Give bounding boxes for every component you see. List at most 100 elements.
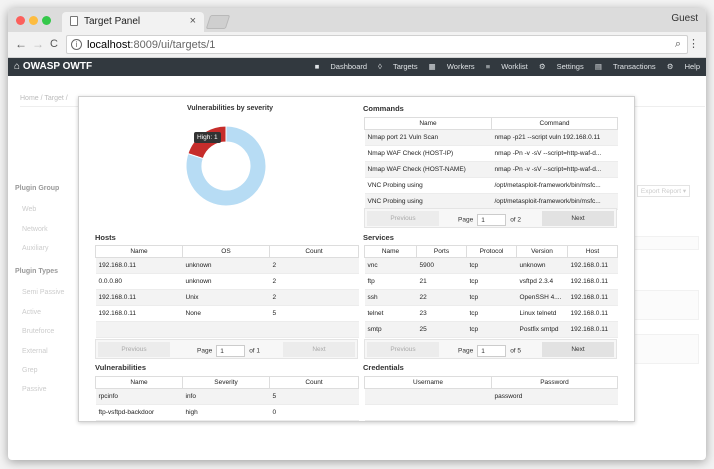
column-header[interactable]: Name — [364, 117, 492, 130]
zoom-window-button[interactable] — [42, 16, 51, 25]
page-input[interactable]: 1 — [477, 214, 507, 226]
table-row[interactable]: ftp 21 tcp vsftpd 2.3.4 192.168.0.11 — [364, 273, 618, 290]
commands-pager: Previous Page 1 of 2 Next — [364, 208, 617, 228]
column-header[interactable]: Protocol — [466, 245, 517, 258]
column-header[interactable]: Count — [269, 245, 359, 258]
plugin-type-active[interactable]: Active — [22, 309, 42, 316]
next-button[interactable]: Next — [283, 342, 355, 357]
previous-button[interactable]: Previous — [367, 342, 439, 357]
column-header[interactable]: Ports — [416, 245, 467, 258]
nav-transactions[interactable]: ▤ Transactions — [594, 62, 656, 71]
credentials-heading: Credentials — [363, 363, 404, 372]
table-row[interactable]: telnet 23 tcp Linux telnetd 192.168.0.11 — [364, 305, 618, 322]
chart-title: Vulnerabilities by severity — [186, 105, 274, 112]
table-row[interactable]: 192.168.0.11 None 5 — [95, 305, 359, 322]
previous-button[interactable]: Previous — [98, 342, 170, 357]
background-panel — [628, 290, 699, 320]
hosts-table: Name OS Count 192.168.0.11 unknown 2 0.0.0… — [95, 245, 359, 338]
table-row[interactable]: Nmap port 21 Vuln Scan nmap -p21 --script… — [364, 129, 618, 146]
nav-targets[interactable]: ◊ Targets — [378, 62, 418, 71]
back-arrow-icon[interactable]: ← — [15, 37, 27, 51]
app-brand[interactable]: ⌂ OWASP OWTF — [14, 61, 93, 72]
background-panel — [628, 334, 699, 364]
export-report-button[interactable]: Export Report ▾ — [637, 185, 690, 197]
column-header[interactable]: Count — [269, 376, 359, 389]
zoom-magnifier-icon[interactable]: ⌕ — [674, 38, 681, 50]
table-row[interactable]: Nmap WAF Check (HOST-IP) nmap -Pn -v -sV … — [364, 145, 618, 162]
services-table: Name Ports Protocol Version Host vnc 5900… — [364, 245, 618, 338]
column-header[interactable]: Host — [567, 245, 618, 258]
nav-worklist[interactable]: ≡ Worklist — [485, 62, 528, 71]
donut-slice-other[interactable] — [185, 125, 267, 207]
plugin-group-auxiliary[interactable]: Auxiliary — [22, 245, 49, 252]
app-navbar: ⌂ OWASP OWTF ■ Dashboard ◊ Targets ▦ Wor… — [8, 58, 706, 76]
url-host: localhost — [87, 39, 131, 51]
column-header[interactable]: Name — [95, 245, 183, 258]
nav-help[interactable]: ⚙ Help — [666, 62, 700, 71]
table-row[interactable]: vnc 5900 tcp unknown 192.168.0.11 — [364, 257, 618, 274]
tab-strip: Target Panel × Guest — [8, 8, 706, 32]
empty-row — [95, 321, 359, 338]
table-row[interactable]: rpcinfo info 5 — [95, 388, 359, 405]
tab-title: Target Panel — [84, 16, 141, 27]
table-row[interactable]: password — [364, 388, 618, 405]
plugin-group-network[interactable]: Network — [22, 226, 48, 233]
hosts-pager: Previous Page 1 of 1 Next — [95, 339, 358, 359]
vulnerabilities-table: Name Severity Count rpcinfo info 5 ftp-vsf… — [95, 376, 359, 421]
table-row[interactable]: 0.0.0.80 unknown 2 — [95, 273, 359, 290]
column-header[interactable]: Username — [364, 376, 492, 389]
previous-button[interactable]: Previous — [367, 211, 439, 226]
address-bar[interactable]: i localhost:8009/ui/targets/1 ⌕ — [66, 35, 688, 54]
browser-tab[interactable]: Target Panel × — [62, 12, 204, 32]
column-header[interactable]: Severity — [182, 376, 270, 389]
page-input[interactable]: 1 — [477, 345, 507, 357]
plugin-type-bruteforce[interactable]: Bruteforce — [22, 328, 55, 335]
column-header[interactable]: Command — [491, 117, 618, 130]
plugin-group-web[interactable]: Web — [22, 206, 37, 213]
next-button[interactable]: Next — [542, 342, 614, 357]
services-pager: Previous Page 1 of 5 Next — [364, 339, 617, 359]
hosts-heading: Hosts — [95, 233, 116, 242]
column-header[interactable]: Name — [364, 245, 417, 258]
nav-settings[interactable]: ⚙ Settings — [538, 62, 584, 71]
table-row[interactable]: smtp 25 tcp Postfix smtpd 192.168.0.11 — [364, 321, 618, 338]
nav-dashboard[interactable]: ■ Dashboard — [314, 62, 368, 71]
reload-icon[interactable]: C — [50, 38, 58, 50]
plugin-type-external[interactable]: External — [22, 348, 48, 355]
plugin-type-passive[interactable]: Passive — [22, 386, 47, 393]
plugin-type-semi-passive[interactable]: Semi Passive — [22, 289, 65, 296]
table-row[interactable]: ssh 22 tcp OpenSSH 4.... 192.168.0.11 — [364, 289, 618, 306]
target-details-modal: Vulnerabilities by severity High: 1 Comm… — [78, 96, 635, 422]
column-header[interactable]: OS — [182, 245, 270, 258]
table-row[interactable]: Nmap WAF Check (HOST-NAME) nmap -Pn -v -s… — [364, 161, 618, 178]
column-header[interactable]: Name — [95, 376, 183, 389]
column-header[interactable]: Password — [491, 376, 618, 389]
plugin-type-grep[interactable]: Grep — [22, 367, 38, 374]
vulnerabilities-heading: Vulnerabilities — [95, 363, 146, 372]
info-icon[interactable]: i — [71, 39, 82, 50]
empty-row — [364, 404, 618, 421]
browser-toolbar: ← → C i localhost:8009/ui/targets/1 ⌕ ⋮ — [8, 32, 706, 58]
commands-heading: Commands — [363, 104, 404, 113]
page-input[interactable]: 1 — [216, 345, 246, 357]
table-row[interactable]: 192.168.0.11 Unix 2 — [95, 289, 359, 306]
table-row[interactable]: VNC Probing using/opt/metasploit-framewo… — [364, 193, 618, 210]
nav-workers[interactable]: ▦ Workers — [428, 62, 475, 71]
forward-arrow-icon[interactable]: → — [32, 37, 44, 51]
minimize-window-button[interactable] — [29, 16, 38, 25]
browser-window: Target Panel × Guest ← → C i localhost:8… — [8, 8, 706, 460]
commands-table: Name Command Nmap port 21 Vuln Scan nmap … — [364, 117, 618, 210]
close-tab-icon[interactable]: × — [189, 15, 196, 27]
table-row[interactable]: VNC Probing using/opt/metasploit-framewo… — [364, 177, 618, 194]
background-panel — [628, 236, 699, 250]
app-nav-links: ■ Dashboard ◊ Targets ▦ Workers ≡ Workli… — [306, 62, 700, 71]
column-header[interactable]: Version — [516, 245, 568, 258]
close-window-button[interactable] — [16, 16, 25, 25]
table-row[interactable]: 192.168.0.11 unknown 2 — [95, 257, 359, 274]
new-tab-button[interactable] — [205, 15, 231, 29]
chart-tooltip: High: 1 — [194, 132, 221, 143]
table-row[interactable]: ftp-vsftpd-backdoor high 0 — [95, 404, 359, 421]
kebab-menu-icon[interactable]: ⋮ — [688, 38, 699, 50]
profile-label[interactable]: Guest — [671, 13, 698, 24]
next-button[interactable]: Next — [542, 211, 614, 226]
